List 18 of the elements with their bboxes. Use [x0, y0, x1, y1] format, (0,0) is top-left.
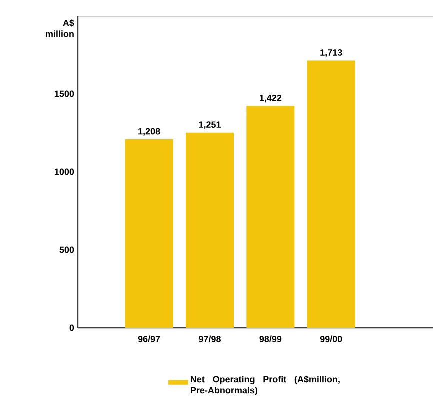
x-tick-label: 98/99	[260, 336, 282, 342]
legend-label: Net Operating Profit (A$million, Pre-Abnormals)	[191, 376, 340, 396]
bar	[246, 106, 295, 328]
text: 1,251	[199, 122, 221, 130]
text: 1,422	[260, 94, 282, 103]
x-tick-label: 97/98	[199, 336, 221, 342]
bar	[186, 132, 234, 328]
y-tick-label: 1000	[55, 168, 74, 176]
x-tick-label: 99/00	[320, 336, 342, 342]
text: 1,208	[138, 128, 160, 136]
bar	[307, 60, 356, 328]
text: 1,713	[320, 50, 342, 58]
y-tick-label: 0	[70, 324, 74, 332]
x-tick-label: 96/97	[138, 336, 160, 342]
y-tick-label: 1500	[55, 90, 74, 98]
bar	[125, 140, 174, 328]
y-axis-title: A$ million	[46, 20, 74, 38]
y-tick-label: 500	[60, 246, 74, 254]
